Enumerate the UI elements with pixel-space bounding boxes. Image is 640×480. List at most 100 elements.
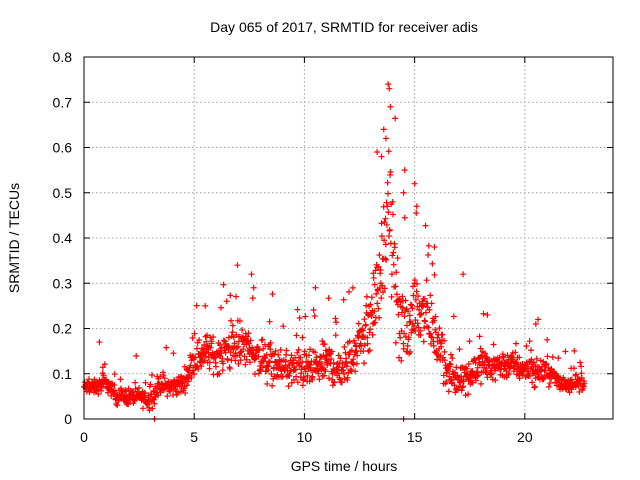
data-point — [269, 382, 276, 389]
data-point — [460, 271, 467, 278]
data-point — [414, 303, 421, 310]
grid — [84, 57, 613, 419]
data-point — [545, 383, 552, 390]
data-point — [189, 335, 196, 342]
data-point — [361, 316, 368, 323]
data-point — [267, 339, 274, 346]
data-point — [389, 252, 396, 259]
data-point — [544, 336, 551, 343]
data-point — [392, 115, 399, 122]
data-point — [148, 371, 155, 378]
data-point — [325, 357, 332, 364]
data-point — [220, 281, 227, 288]
y-tick-label: 0.5 — [53, 185, 73, 201]
data-point — [225, 334, 232, 341]
data-point — [262, 355, 269, 362]
data-point — [304, 372, 311, 379]
data-point — [393, 291, 400, 298]
data-point — [547, 380, 554, 387]
data-point — [425, 251, 432, 258]
data-point — [316, 376, 323, 383]
data-point — [206, 365, 213, 372]
data-point — [387, 103, 394, 110]
data-point — [149, 405, 156, 412]
data-point — [412, 317, 419, 324]
data-point — [570, 365, 577, 372]
data-point — [322, 368, 329, 375]
data-point — [133, 352, 140, 359]
data-point — [364, 340, 371, 347]
data-point — [312, 284, 319, 291]
data-point — [247, 337, 254, 344]
data-point — [571, 347, 578, 354]
data-point — [96, 339, 103, 346]
data-point — [383, 256, 390, 263]
data-point — [285, 383, 292, 390]
data-point — [405, 308, 412, 315]
data-point — [193, 302, 200, 309]
data-point — [384, 190, 391, 197]
data-point — [95, 390, 102, 397]
data-point — [337, 355, 344, 362]
data-point — [132, 379, 139, 386]
data-point — [505, 370, 512, 377]
data-point — [396, 354, 403, 361]
data-point — [408, 302, 415, 309]
data-point — [342, 349, 349, 356]
data-point — [288, 352, 295, 359]
data-point — [387, 169, 394, 176]
data-point — [325, 375, 332, 382]
data-point — [516, 375, 523, 382]
data-point — [467, 375, 474, 382]
axis-ticks: 0 0.1 0.2 0.3 0.4 0.5 0.6 0.7 0.8 0 5 10 15 20 — [53, 49, 613, 445]
data-point — [416, 306, 423, 313]
data-point — [220, 337, 227, 344]
data-point — [198, 363, 205, 370]
data-point — [244, 333, 251, 340]
data-point — [469, 379, 476, 386]
data-point — [388, 293, 395, 300]
x-tick-label: 0 — [80, 429, 88, 445]
data-point — [196, 337, 203, 344]
data-point — [363, 302, 370, 309]
data-point — [395, 311, 402, 318]
data-point — [477, 380, 484, 387]
data-point — [530, 359, 537, 366]
data-point — [194, 345, 201, 352]
data-point — [340, 296, 347, 303]
data-point — [282, 358, 289, 365]
data-point — [163, 344, 170, 351]
data-point — [341, 370, 348, 377]
data-point — [441, 357, 448, 364]
data-point — [372, 267, 379, 274]
data-point — [322, 356, 329, 363]
x-axis-label: GPS time / hours — [291, 458, 398, 474]
data-point — [450, 313, 457, 320]
data-point — [459, 384, 466, 391]
data-point — [301, 348, 308, 355]
data-point — [540, 376, 547, 383]
data-point — [422, 309, 429, 316]
data-point — [399, 293, 406, 300]
data-point — [421, 317, 428, 324]
data-point — [350, 361, 357, 368]
data-point — [382, 255, 389, 262]
data-point — [394, 255, 401, 262]
data-point — [407, 301, 414, 308]
data-point — [243, 356, 250, 363]
data-point — [328, 348, 335, 355]
data-point — [300, 376, 307, 383]
data-point — [208, 338, 215, 345]
data-point — [259, 364, 266, 371]
data-point — [465, 391, 472, 398]
data-point — [417, 332, 424, 339]
data-point — [360, 347, 367, 354]
data-point — [471, 356, 478, 363]
data-point — [125, 401, 132, 408]
data-point — [323, 352, 330, 359]
data-point — [375, 305, 382, 312]
data-point — [232, 357, 239, 364]
data-point — [548, 375, 555, 382]
data-point — [572, 372, 579, 379]
